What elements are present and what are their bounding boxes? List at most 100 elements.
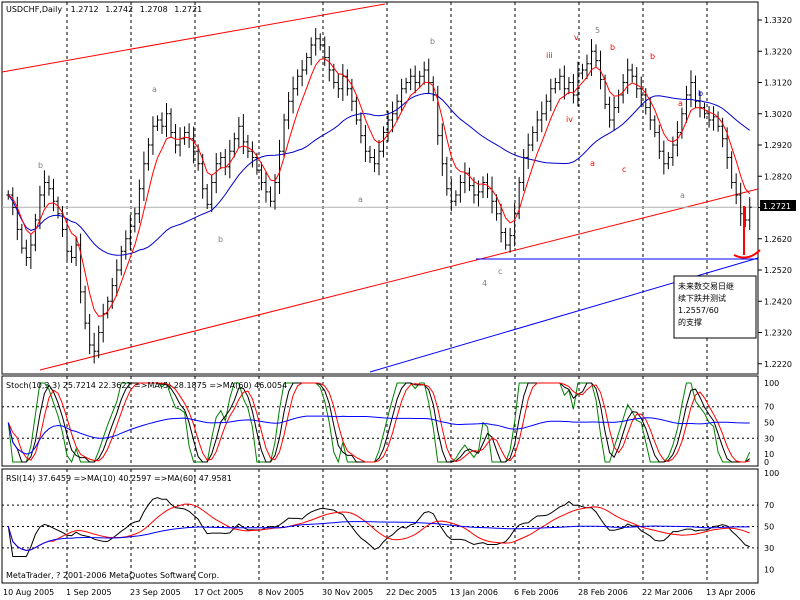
price-bar — [440, 123, 445, 176]
price-bar — [318, 33, 323, 51]
price-bar — [245, 134, 250, 159]
rsi-ma10-line — [7, 503, 750, 552]
price-bar — [444, 156, 449, 196]
price-bar — [666, 152, 671, 170]
rsi-line — [7, 497, 750, 557]
price-bar — [594, 44, 599, 68]
price-bar — [693, 75, 698, 109]
price-bar — [182, 126, 187, 145]
wave-annotation: 5 — [595, 26, 600, 35]
y-tick-label: 1.3220 — [764, 47, 792, 56]
stoch-y-tick-label: 70 — [764, 403, 774, 412]
price-bar — [33, 213, 38, 252]
callout-line: 续下跌并测试 — [678, 293, 726, 303]
price-bar — [553, 77, 558, 94]
price-bar — [46, 175, 51, 196]
price-bar — [630, 63, 635, 83]
price-bar — [309, 37, 314, 66]
price-bar — [386, 110, 391, 142]
price-bar — [539, 101, 544, 133]
forecast-arrow — [733, 206, 761, 259]
price-bar — [295, 69, 300, 96]
price-bar — [105, 296, 110, 319]
price-bar — [304, 52, 309, 75]
stoch-y-tick-label: 0 — [764, 458, 769, 467]
price-bar — [51, 178, 56, 212]
price-bar — [707, 106, 712, 128]
price-bar — [336, 73, 341, 98]
price-bar — [395, 94, 400, 121]
vertical-grid — [66, 2, 708, 583]
stoch-y-tick-label: 100 — [764, 379, 779, 388]
price-bar — [169, 108, 174, 138]
price-bar — [449, 178, 454, 212]
ohlc-close: 1.2721 — [174, 5, 202, 14]
rsi-y-tick-label: 70 — [764, 501, 774, 510]
wave-annotation: b — [650, 52, 655, 61]
upper-channel-line — [1, 3, 386, 73]
price-bar — [503, 227, 508, 250]
price-bar — [137, 179, 142, 223]
callout-line: 的支撑 — [678, 317, 702, 327]
price-bar — [381, 126, 386, 158]
wave-annotation: a — [680, 191, 685, 200]
stoch-ma60-line — [7, 415, 750, 455]
stoch-y-tick-label: 50 — [764, 419, 774, 428]
price-bar — [467, 167, 472, 192]
price-bar — [657, 124, 662, 159]
price-bar — [684, 85, 689, 123]
price-bar — [535, 110, 540, 142]
price-bar — [413, 65, 418, 94]
rsi-y-tick-label: 30 — [764, 544, 774, 553]
wave-annotation: a — [590, 159, 595, 168]
y-tick-label: 1.3020 — [764, 110, 792, 119]
price-bar — [404, 77, 409, 94]
x-tick-label: 6 Feb 2006 — [514, 588, 559, 597]
price-bar — [119, 245, 124, 276]
stoch-y-tick-label: 10 — [764, 450, 774, 459]
x-tick-label: 22 Dec 2005 — [386, 588, 437, 597]
price-bar — [363, 124, 368, 162]
price-bar — [159, 112, 164, 134]
price-bar — [625, 58, 630, 94]
price-bar — [639, 76, 644, 108]
lower-channel-line — [39, 188, 759, 371]
price-bar — [458, 174, 463, 203]
stoch-signal-line — [7, 382, 750, 463]
price-bar — [132, 207, 137, 233]
y-tick-label: 1.2520 — [764, 266, 792, 275]
rsi-y-tick-label: 50 — [764, 523, 774, 532]
stoch-title: Stoch(10,3,3) 25.7214 22.3621 =>MA(5) 28… — [6, 381, 287, 390]
price-bar — [480, 176, 485, 199]
x-tick-label: 13 Apr 2006 — [706, 588, 755, 597]
price-bar — [634, 67, 639, 98]
price-bar — [738, 182, 743, 226]
price-bar — [734, 173, 739, 205]
wave-annotation: a — [152, 85, 157, 94]
forecast-callout: 未来数交易日继续下跌并测试 1.2557/60 的支撑 — [673, 275, 757, 339]
price-bar — [209, 174, 214, 213]
wave-annotation: iii — [546, 51, 553, 60]
price-bar — [87, 313, 92, 355]
price-bar — [282, 113, 287, 158]
wave-annotation: c — [622, 165, 626, 174]
price-bar — [544, 94, 549, 121]
rsi-y-tick-label: 100 — [764, 469, 779, 478]
rsi-title: RSI(14) 37.6459 =>MA(10) 40.2597 =>MA(60… — [6, 474, 232, 483]
price-bar — [512, 203, 517, 247]
price-bar — [377, 139, 381, 176]
ohlc-high: 1.2742 — [105, 5, 133, 14]
stoch-ma5-line — [7, 382, 750, 463]
price-bar — [241, 114, 246, 155]
price-bar — [24, 239, 29, 266]
y-tick-label: 1.2420 — [764, 297, 792, 306]
price-bar — [648, 97, 653, 130]
price-bar — [747, 197, 752, 230]
price-bar — [652, 115, 657, 138]
x-tick-label: 8 Nov 2005 — [258, 588, 304, 597]
price-bar — [300, 60, 305, 87]
price-bar — [453, 190, 458, 206]
price-bar — [42, 170, 47, 208]
price-bar — [345, 69, 350, 96]
price-bar — [702, 102, 707, 119]
